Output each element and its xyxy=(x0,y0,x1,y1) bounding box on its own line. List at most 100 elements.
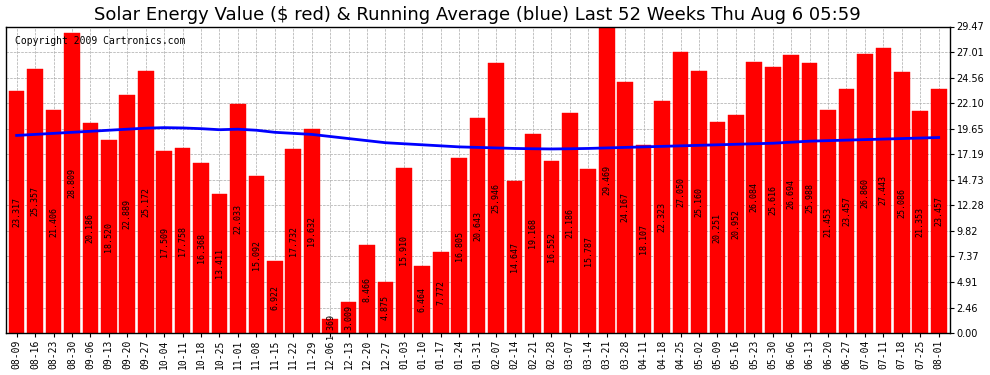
Bar xyxy=(599,27,615,333)
Bar xyxy=(470,118,485,333)
Text: 28.809: 28.809 xyxy=(67,168,76,198)
Text: 25.616: 25.616 xyxy=(768,185,777,215)
Bar xyxy=(212,194,228,333)
Bar xyxy=(46,110,61,333)
Bar xyxy=(783,56,799,333)
Bar xyxy=(248,176,264,333)
Text: 3.009: 3.009 xyxy=(345,305,353,330)
Text: 27.050: 27.050 xyxy=(676,177,685,207)
Bar xyxy=(931,89,946,333)
Bar xyxy=(857,54,873,333)
Text: 18.107: 18.107 xyxy=(640,224,648,254)
Bar xyxy=(654,101,670,333)
Bar xyxy=(746,62,762,333)
Bar xyxy=(82,123,98,333)
Bar xyxy=(451,158,467,333)
Bar xyxy=(433,252,448,333)
Bar xyxy=(138,71,153,333)
Bar xyxy=(802,63,818,333)
Bar xyxy=(710,122,726,333)
Text: 14.647: 14.647 xyxy=(510,242,519,272)
Text: 27.443: 27.443 xyxy=(879,176,888,206)
Text: 13.411: 13.411 xyxy=(215,248,224,278)
Text: 18.520: 18.520 xyxy=(104,222,113,252)
Bar xyxy=(580,169,596,333)
Bar xyxy=(359,245,375,333)
Text: 25.172: 25.172 xyxy=(142,187,150,217)
Text: 20.952: 20.952 xyxy=(732,209,741,239)
Bar xyxy=(820,110,836,333)
Text: 23.457: 23.457 xyxy=(842,196,851,226)
Bar xyxy=(765,67,780,333)
Text: 8.466: 8.466 xyxy=(362,277,371,302)
Text: 20.186: 20.186 xyxy=(86,213,95,243)
Text: 4.875: 4.875 xyxy=(381,295,390,320)
Text: 25.086: 25.086 xyxy=(897,188,906,218)
Text: 22.323: 22.323 xyxy=(657,202,666,232)
Text: 21.186: 21.186 xyxy=(565,208,574,238)
Text: 26.084: 26.084 xyxy=(749,182,758,212)
Bar xyxy=(636,145,651,333)
Bar xyxy=(507,181,523,333)
Bar xyxy=(156,151,172,333)
Text: 26.694: 26.694 xyxy=(787,179,796,209)
Bar xyxy=(377,282,393,333)
Text: 19.632: 19.632 xyxy=(307,216,316,246)
Bar xyxy=(64,33,80,333)
Text: 24.167: 24.167 xyxy=(621,192,630,222)
Text: 21.406: 21.406 xyxy=(49,207,58,237)
Bar xyxy=(101,140,117,333)
Text: 25.357: 25.357 xyxy=(31,186,40,216)
Bar xyxy=(691,71,707,333)
Bar xyxy=(9,90,25,333)
Text: 7.772: 7.772 xyxy=(437,280,446,305)
Text: 22.889: 22.889 xyxy=(123,199,132,229)
Bar xyxy=(894,72,910,333)
Bar xyxy=(267,261,282,333)
Text: 20.643: 20.643 xyxy=(473,211,482,241)
Text: 15.787: 15.787 xyxy=(584,236,593,266)
Title: Solar Energy Value ($ red) & Running Average (blue) Last 52 Weeks Thu Aug 6 05:5: Solar Energy Value ($ red) & Running Ave… xyxy=(94,6,861,24)
Bar xyxy=(27,69,43,333)
Text: 22.033: 22.033 xyxy=(234,204,243,234)
Text: 21.353: 21.353 xyxy=(916,207,925,237)
Bar xyxy=(525,134,541,333)
Bar xyxy=(230,104,246,333)
Bar xyxy=(285,148,301,333)
Bar xyxy=(193,163,209,333)
Text: 25.160: 25.160 xyxy=(694,187,704,217)
Text: 25.946: 25.946 xyxy=(492,183,501,213)
Bar xyxy=(396,168,412,333)
Text: 23.317: 23.317 xyxy=(12,197,21,227)
Text: 6.464: 6.464 xyxy=(418,287,427,312)
Bar xyxy=(672,52,688,333)
Bar xyxy=(323,319,338,333)
Text: 1.369: 1.369 xyxy=(326,314,335,339)
Text: 17.758: 17.758 xyxy=(178,226,187,256)
Bar xyxy=(341,302,356,333)
Text: Copyright 2009 Cartronics.com: Copyright 2009 Cartronics.com xyxy=(15,36,185,46)
Bar xyxy=(839,89,854,333)
Text: 21.453: 21.453 xyxy=(824,207,833,237)
Bar xyxy=(875,48,891,333)
Bar xyxy=(618,82,633,333)
Text: 20.251: 20.251 xyxy=(713,213,722,243)
Text: 26.860: 26.860 xyxy=(860,178,869,209)
Bar xyxy=(175,148,190,333)
Text: 15.092: 15.092 xyxy=(251,240,260,270)
Bar xyxy=(728,115,743,333)
Text: 16.368: 16.368 xyxy=(197,233,206,263)
Bar xyxy=(120,95,135,333)
Bar xyxy=(488,63,504,333)
Text: 17.732: 17.732 xyxy=(289,226,298,256)
Text: 16.805: 16.805 xyxy=(454,231,463,261)
Text: 15.910: 15.910 xyxy=(399,236,409,266)
Bar xyxy=(544,161,559,333)
Bar xyxy=(562,113,578,333)
Text: 23.457: 23.457 xyxy=(935,196,943,226)
Bar xyxy=(415,266,431,333)
Text: 17.509: 17.509 xyxy=(159,227,168,257)
Text: 6.922: 6.922 xyxy=(270,285,279,310)
Text: 19.168: 19.168 xyxy=(529,218,538,248)
Text: 29.469: 29.469 xyxy=(602,165,611,195)
